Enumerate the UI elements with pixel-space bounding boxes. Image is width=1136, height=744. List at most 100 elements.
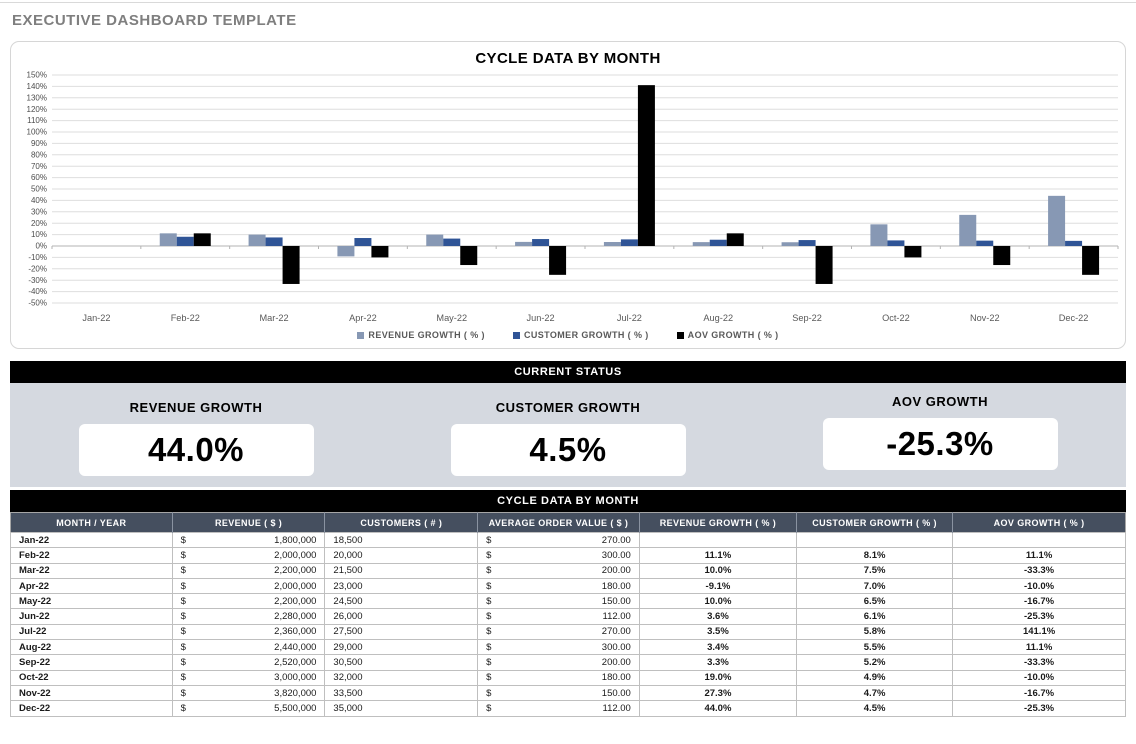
bar-aov-jul-22 bbox=[637, 85, 655, 246]
cell-month: Jul-22 bbox=[10, 623, 173, 641]
cell-aov-growth: -16.7% bbox=[952, 684, 1126, 702]
bar-customer-may-22 bbox=[443, 238, 461, 246]
y-tick-label: 10% bbox=[31, 230, 47, 239]
x-tick-label: Oct-22 bbox=[882, 313, 910, 323]
cell-aov-growth: -16.7% bbox=[952, 593, 1126, 610]
table-row: Aug-22 $2,440,000 29,000 $300.00 3.4% 5.5% 11.… bbox=[10, 639, 1126, 656]
cell-customers: 18,500 bbox=[324, 531, 479, 549]
cell-customer-growth: 5.2% bbox=[796, 654, 954, 671]
column-header: CUSTOMER GROWTH ( % ) bbox=[796, 512, 953, 533]
cell-revenue-growth: 3.5% bbox=[638, 623, 798, 641]
y-tick-label: -50% bbox=[28, 299, 47, 308]
amount: 150.00 bbox=[601, 595, 631, 607]
column-header: CUSTOMERS ( # ) bbox=[324, 512, 478, 533]
column-header: AVERAGE ORDER VALUE ( $ ) bbox=[477, 512, 640, 533]
cell-customer-growth: 8.1% bbox=[796, 547, 954, 564]
amount: 2,520,000 bbox=[274, 657, 317, 669]
x-tick-label: May-22 bbox=[436, 313, 467, 323]
cell-revenue-growth: 3.6% bbox=[638, 608, 798, 625]
bar-revenue-mar-22 bbox=[248, 234, 266, 246]
cell-customer-growth: 6.5% bbox=[796, 593, 954, 610]
table-body: Jan-22 $1,800,000 18,500 $270.00 Feb-22 $2,00… bbox=[10, 531, 1126, 717]
cell-month: Apr-22 bbox=[10, 577, 173, 595]
legend-item: AOV GROWTH ( % ) bbox=[676, 330, 779, 340]
kpi-aov-growth: AOV GROWTH -25.3% bbox=[754, 383, 1126, 487]
cell-aov-growth bbox=[952, 531, 1126, 549]
cell-revenue: $2,000,000 bbox=[171, 577, 326, 595]
legend-label: REVENUE GROWTH ( % ) bbox=[368, 330, 485, 340]
bar-revenue-jul-22 bbox=[603, 242, 621, 246]
amount: 2,440,000 bbox=[274, 641, 317, 653]
cell-month: Jun-22 bbox=[10, 608, 173, 625]
cell-avg-order-value: $112.00 bbox=[477, 700, 640, 717]
cell-revenue-growth: 3.3% bbox=[638, 654, 798, 671]
amount: 200.00 bbox=[601, 657, 631, 669]
cell-month: Sep-22 bbox=[10, 654, 173, 671]
table-header-bar: CYCLE DATA BY MONTH bbox=[10, 490, 1126, 512]
cell-month: Dec-22 bbox=[10, 700, 173, 717]
y-tick-label: 100% bbox=[27, 128, 47, 137]
bar-customer-jul-22 bbox=[620, 239, 638, 246]
y-tick-label: 0% bbox=[35, 242, 47, 251]
y-tick-label: 90% bbox=[31, 139, 47, 148]
cell-revenue: $2,520,000 bbox=[171, 654, 326, 671]
cell-aov-growth: -33.3% bbox=[952, 654, 1126, 671]
table-row: Nov-22 $3,820,000 33,500 $150.00 27.3% 4.7% -1… bbox=[10, 684, 1126, 702]
column-header: AOV GROWTH ( % ) bbox=[952, 512, 1126, 533]
amount: 3,000,000 bbox=[274, 672, 317, 684]
cell-customers: 29,000 bbox=[324, 639, 479, 656]
table-header-row: MONTH / YEAR REVENUE ( $ ) CUSTOMERS ( # )… bbox=[10, 512, 1126, 533]
kpi-value-card: -25.3% bbox=[822, 418, 1058, 470]
table-row: Oct-22 $3,000,000 32,000 $180.00 19.0% 4.9% -1… bbox=[10, 669, 1126, 686]
cell-revenue-growth: 44.0% bbox=[638, 700, 798, 717]
y-tick-label: 40% bbox=[31, 196, 47, 205]
y-tick-label: 70% bbox=[31, 162, 47, 171]
bar-aov-may-22 bbox=[460, 246, 478, 266]
bar-customer-aug-22 bbox=[709, 239, 727, 246]
bar-revenue-sep-22 bbox=[781, 242, 799, 246]
kpi-value-card: 44.0% bbox=[78, 424, 314, 476]
currency-symbol: $ bbox=[486, 565, 492, 577]
cell-customer-growth: 4.5% bbox=[796, 700, 954, 717]
currency-symbol: $ bbox=[486, 672, 492, 684]
currency-symbol: $ bbox=[180, 687, 186, 699]
cell-avg-order-value: $300.00 bbox=[477, 547, 640, 564]
cell-revenue: $2,440,000 bbox=[171, 639, 326, 656]
cell-customer-growth: 5.8% bbox=[796, 623, 954, 641]
currency-symbol: $ bbox=[486, 549, 492, 561]
currency-symbol: $ bbox=[486, 641, 492, 653]
amount: 5,500,000 bbox=[274, 702, 317, 714]
y-tick-label: -10% bbox=[28, 253, 47, 262]
cell-avg-order-value: $200.00 bbox=[477, 562, 640, 579]
cell-revenue-growth: 27.3% bbox=[638, 684, 798, 702]
legend-swatch-icon bbox=[512, 331, 520, 339]
y-tick-label: 110% bbox=[27, 116, 47, 125]
cell-revenue-growth: 10.0% bbox=[638, 593, 798, 610]
bar-revenue-feb-22 bbox=[159, 233, 177, 246]
currency-symbol: $ bbox=[180, 672, 186, 684]
amount: 2,200,000 bbox=[274, 565, 317, 577]
cell-aov-growth: 11.1% bbox=[952, 547, 1126, 564]
bar-customer-apr-22 bbox=[354, 238, 372, 246]
bar-revenue-nov-22 bbox=[959, 214, 977, 246]
y-tick-label: 20% bbox=[31, 219, 47, 228]
x-tick-label: Jun-22 bbox=[527, 313, 555, 323]
cell-customer-growth: 4.7% bbox=[796, 684, 954, 702]
legend-swatch-icon bbox=[357, 331, 365, 339]
table-row: Apr-22 $2,000,000 23,000 $180.00 -9.1% 7.0% -1… bbox=[10, 577, 1126, 595]
bar-revenue-aug-22 bbox=[692, 242, 710, 246]
bar-customer-feb-22 bbox=[176, 236, 194, 246]
y-tick-label: 60% bbox=[31, 173, 47, 182]
cell-avg-order-value: $200.00 bbox=[477, 654, 640, 671]
cell-aov-growth: -33.3% bbox=[952, 562, 1126, 579]
cell-customer-growth: 5.5% bbox=[796, 639, 954, 656]
bar-aov-sep-22 bbox=[815, 246, 833, 284]
cell-revenue: $2,000,000 bbox=[171, 547, 326, 564]
cell-revenue-growth bbox=[638, 531, 798, 549]
currency-symbol: $ bbox=[486, 580, 492, 592]
top-divider bbox=[0, 2, 1136, 3]
x-tick-label: Dec-22 bbox=[1059, 313, 1089, 323]
bar-aov-feb-22 bbox=[193, 233, 211, 246]
amount: 2,360,000 bbox=[274, 626, 317, 638]
kpi-value-card: 4.5% bbox=[450, 424, 686, 476]
